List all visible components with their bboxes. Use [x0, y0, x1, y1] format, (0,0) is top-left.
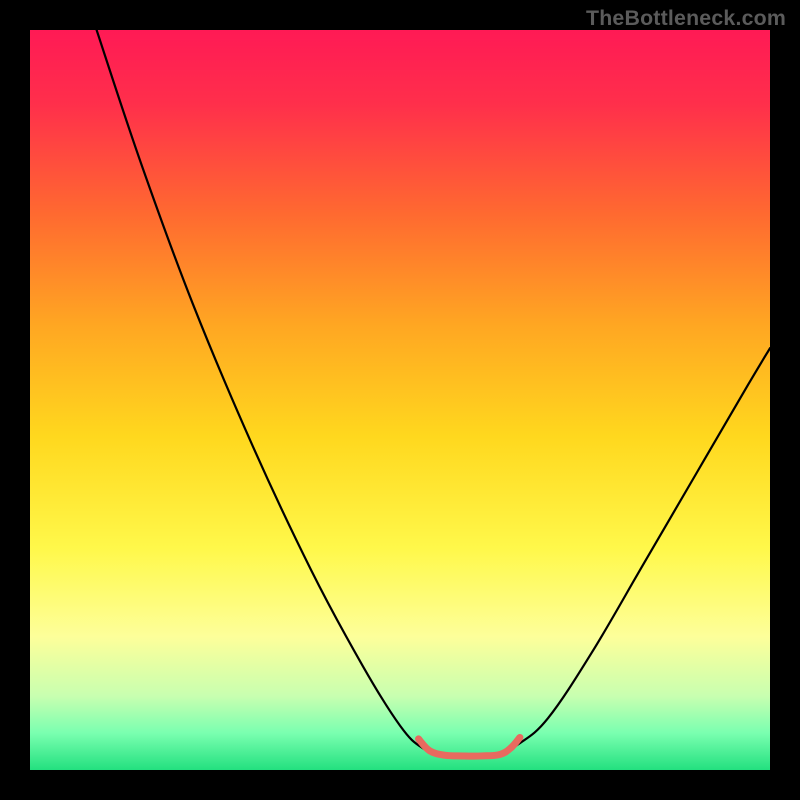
bottleneck-curve — [97, 30, 770, 756]
curve-layer — [30, 30, 770, 770]
plot-area — [30, 30, 770, 770]
watermark-text: TheBottleneck.com — [586, 6, 786, 31]
optimal-range-mark — [419, 737, 520, 756]
chart-frame: TheBottleneck.com — [0, 0, 800, 800]
